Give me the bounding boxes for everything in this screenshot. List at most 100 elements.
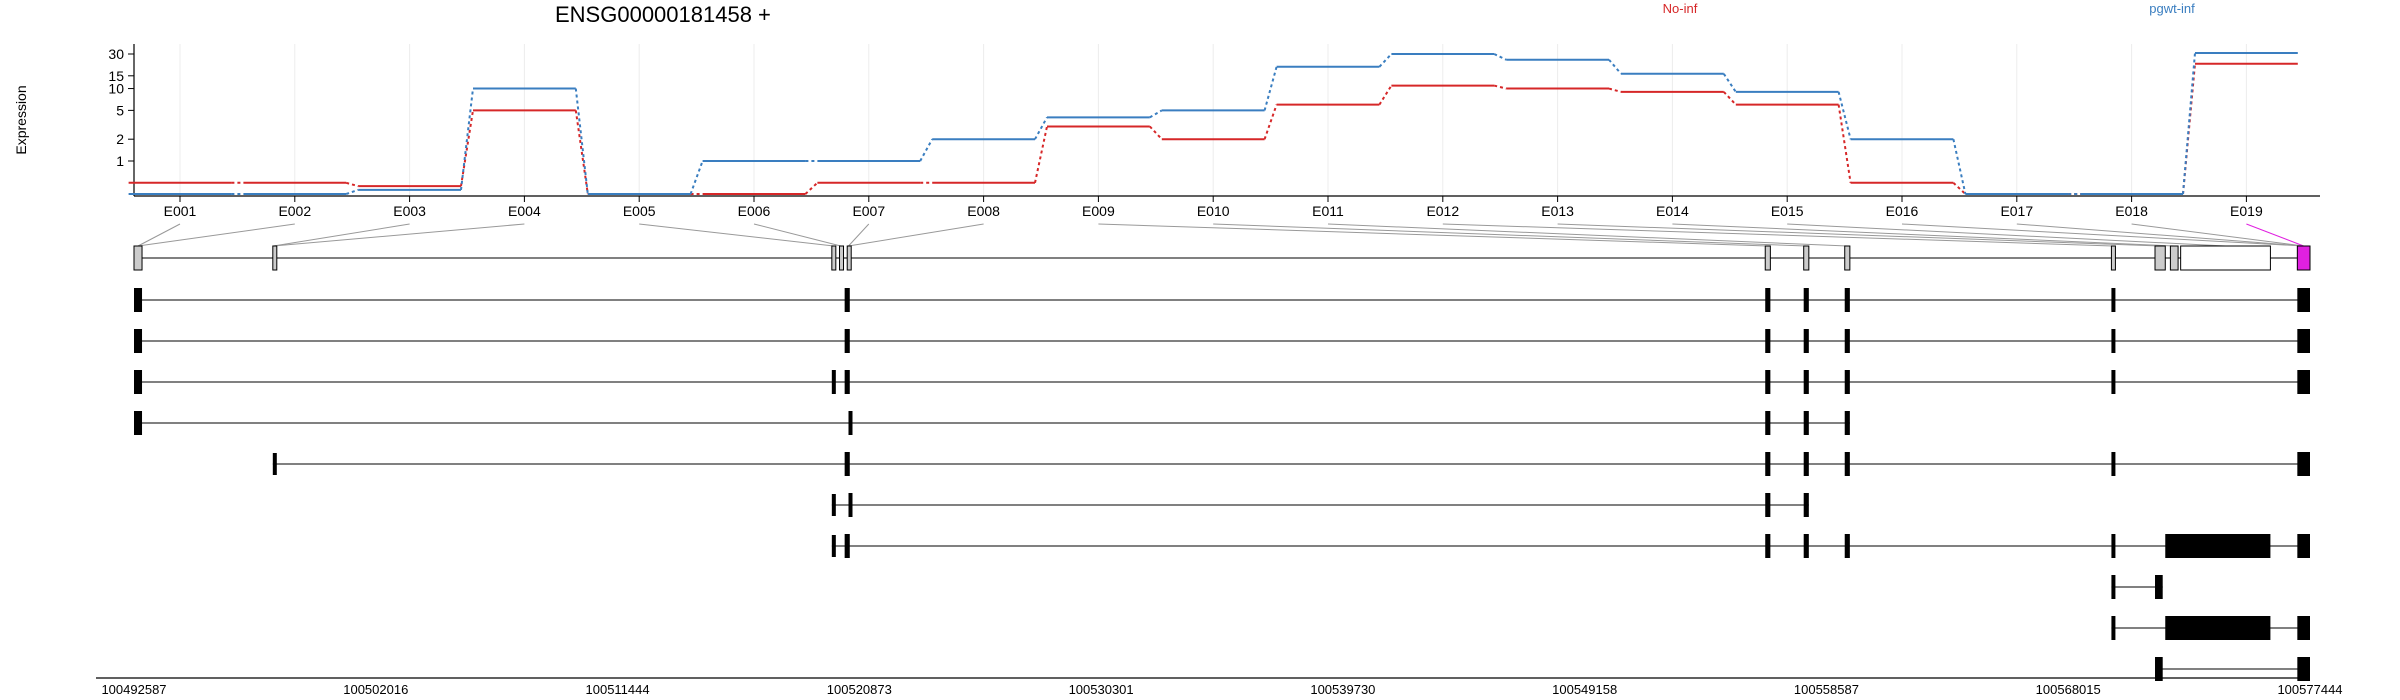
y-axis-label: Expression — [13, 85, 29, 154]
x-tick-label: E001 — [164, 203, 197, 219]
mapping-line — [137, 223, 295, 247]
x-tick-label: E011 — [1312, 203, 1344, 219]
series-connector — [1263, 66, 1278, 111]
gene-exon — [1803, 245, 1810, 271]
transcript-exon — [1765, 493, 1771, 517]
transcript-exon — [1765, 411, 1771, 435]
transcript-exon — [1803, 411, 1809, 435]
transcript-exon — [2297, 288, 2310, 312]
y-tick-label: 1 — [116, 153, 124, 169]
x-tick-label: E007 — [852, 203, 885, 219]
mapping-line — [639, 223, 834, 247]
transcript-exon — [844, 370, 850, 394]
transcript-exon — [1844, 288, 1850, 312]
gene-exon — [846, 245, 852, 271]
series-connector — [1034, 126, 1048, 184]
x-tick-label: E018 — [2115, 203, 2148, 219]
transcript-exon — [1765, 288, 1771, 312]
series-connector — [1149, 125, 1163, 140]
transcript-exon — [1803, 329, 1809, 353]
transcript-exon — [2111, 288, 2116, 312]
series-connector — [1034, 116, 1048, 140]
transcript-exon — [1765, 452, 1771, 476]
gene-exon — [2180, 245, 2271, 271]
transcript-exon — [848, 411, 853, 435]
x-tick-label: E005 — [623, 203, 656, 219]
x-tick-label: E017 — [2000, 203, 2033, 219]
mapping-line — [1557, 223, 2161, 247]
series-connector — [1722, 73, 1737, 93]
genomic-tick-label: 100549158 — [1552, 682, 1617, 697]
x-tick-label: E008 — [967, 203, 1000, 219]
gene-exon — [133, 245, 143, 271]
transcript-exon — [2165, 534, 2271, 558]
series-connector — [2182, 52, 2196, 195]
series-connector — [1493, 53, 1507, 61]
x-tick-label: E012 — [1426, 203, 1459, 219]
y-tick-label: 15 — [108, 68, 124, 84]
y-tick-label: 5 — [116, 102, 124, 118]
genomic-tick-label: 100502016 — [343, 682, 408, 697]
mapping-line — [1213, 223, 1807, 247]
x-tick-label: E015 — [1771, 203, 1804, 219]
x-tick-label: E010 — [1197, 203, 1230, 219]
transcript-exon — [134, 370, 143, 394]
gene-exon — [1844, 245, 1851, 271]
transcript-exon — [1844, 370, 1850, 394]
series-connector — [1952, 182, 1967, 195]
gene-exon — [839, 245, 845, 271]
transcript-exon — [1803, 534, 1809, 558]
genomic-tick-label: 100558587 — [1794, 682, 1859, 697]
exon-mapping-lines — [137, 223, 2304, 247]
genomic-tick-label: 100568015 — [2036, 682, 2101, 697]
transcript-exon — [844, 329, 850, 353]
x-axis: E001 E002 E003 E004 E005 E006 E007 E008 E009 E010… — [134, 195, 2320, 219]
mapping-line — [848, 223, 870, 247]
x-tick-label: E003 — [393, 203, 426, 219]
mapping-line — [2246, 223, 2304, 247]
transcript-exon — [1803, 370, 1809, 394]
x-tick-label: E013 — [1541, 203, 1574, 219]
series-connector — [1837, 104, 1852, 183]
transcript-exon — [1803, 288, 1809, 312]
transcript-exon — [2111, 616, 2116, 640]
series-connector — [804, 182, 819, 195]
mapping-line — [137, 223, 181, 247]
gene-exon — [1764, 245, 1771, 271]
legend-label-no-inf: No-inf — [1663, 1, 1698, 16]
transcript-exon — [1844, 452, 1850, 476]
mapping-line — [1098, 223, 1768, 247]
series-connector — [1378, 85, 1393, 106]
gene-exon — [2169, 245, 2179, 271]
series-connector — [345, 181, 359, 188]
series-connector — [345, 188, 359, 195]
series-connector — [919, 138, 934, 162]
transcript-exon — [2297, 657, 2310, 681]
transcript-exon — [2155, 575, 2163, 599]
genomic-tick-label: 100520873 — [827, 682, 892, 697]
mapping-line — [1442, 223, 2113, 247]
series-connector — [1608, 87, 1622, 93]
chart-title: ENSG00000181458 + — [555, 2, 771, 27]
gene-model — [133, 245, 2311, 271]
x-tick-label: E016 — [1886, 203, 1919, 219]
transcript-exon — [1765, 329, 1771, 353]
series-connector — [460, 110, 474, 187]
y-tick-label: 10 — [108, 81, 124, 97]
genomic-axis: 100492587 100502016 100511444 100520873 1005… — [96, 677, 2343, 697]
mapping-line — [273, 223, 525, 247]
transcript-exon — [134, 288, 143, 312]
mapping-line — [2131, 223, 2304, 247]
transcript-exon — [831, 535, 836, 557]
transcript-exon — [2297, 370, 2310, 394]
x-tick-label: E009 — [1082, 203, 1115, 219]
genomic-tick-label: 100511444 — [586, 682, 650, 697]
transcript-exon — [1803, 493, 1809, 517]
series-connector — [574, 88, 589, 195]
genomic-tick-label: 100539730 — [1310, 682, 1375, 697]
gene-exon — [272, 245, 278, 271]
genomic-tick-label: 100577444 — [2277, 682, 2342, 697]
mapping-line — [1327, 223, 1848, 247]
transcript-exon — [844, 452, 850, 476]
